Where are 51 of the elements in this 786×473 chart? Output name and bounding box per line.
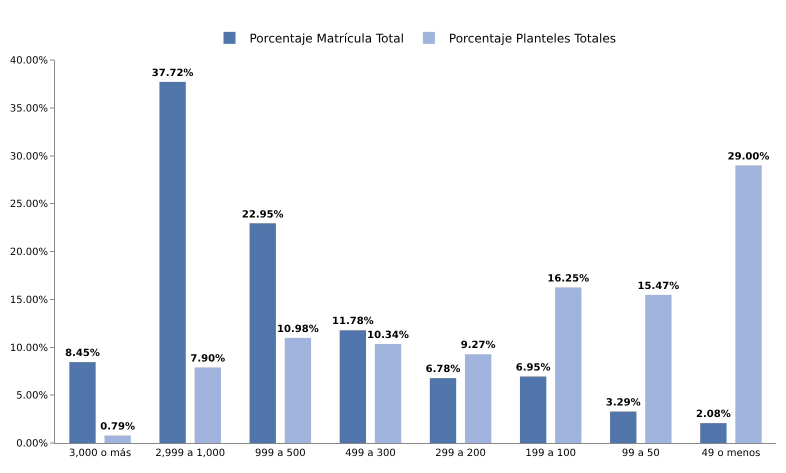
legend-label: Porcentaje Matrícula Total — [250, 32, 404, 46]
data-label: 2.08% — [696, 409, 731, 420]
y-tick-label: 25.00% — [10, 199, 48, 210]
bar — [104, 435, 131, 443]
x-tick-label: 3,000 o más — [68, 448, 132, 459]
data-label: 6.95% — [516, 362, 550, 374]
bar — [645, 294, 672, 443]
y-tick-label: 10.00% — [10, 342, 48, 354]
x-tick-label: 49 o menos — [702, 448, 760, 459]
data-label: 37.72% — [152, 68, 194, 79]
bar — [520, 376, 546, 443]
data-label: 0.79% — [100, 421, 135, 432]
bar — [464, 354, 492, 443]
bar — [159, 82, 186, 443]
x-tick-label: 99 a 50 — [622, 448, 660, 459]
data-label: 7.90% — [190, 353, 226, 364]
x-tick-label: 499 a 300 — [345, 448, 396, 459]
data-label: 10.98% — [277, 324, 319, 335]
bar — [430, 378, 456, 443]
data-label: 11.78% — [332, 316, 374, 328]
y-tick-label: 5.00% — [16, 390, 48, 402]
x-tick-label: 2,999 a 1,000 — [155, 448, 226, 459]
y-tick-label: 35.00% — [10, 103, 48, 114]
y-tick-label: 0.00% — [16, 438, 48, 450]
data-label: 9.27% — [460, 340, 496, 352]
bar — [250, 223, 276, 443]
bar — [610, 412, 636, 443]
data-label: 22.95% — [242, 209, 284, 220]
x-tick-label: 199 a 100 — [525, 448, 576, 459]
data-label: 10.34% — [367, 330, 409, 341]
y-tick-label: 15.00% — [10, 294, 48, 306]
bar — [700, 423, 727, 443]
bar — [340, 330, 366, 443]
x-tick-label: 299 a 200 — [435, 448, 486, 459]
y-tick-label: 20.00% — [10, 247, 48, 258]
data-label: 6.78% — [426, 364, 460, 376]
data-label: 8.45% — [65, 348, 100, 360]
data-label: 16.25% — [547, 273, 590, 284]
data-label: 3.29% — [606, 398, 641, 408]
data-label: 29.00% — [728, 151, 770, 162]
bar — [735, 165, 762, 443]
bar — [194, 367, 221, 443]
bar — [374, 344, 402, 443]
x-tick-label: 999 a 500 — [254, 448, 306, 459]
bar — [555, 287, 582, 443]
legend-label: Porcentaje Planteles Totales — [448, 32, 616, 46]
y-tick-label: 40.00% — [10, 56, 48, 66]
bar — [284, 338, 312, 443]
y-tick-label: 30.00% — [10, 151, 48, 162]
bar — [69, 362, 96, 443]
data-label: 15.47% — [638, 280, 680, 292]
